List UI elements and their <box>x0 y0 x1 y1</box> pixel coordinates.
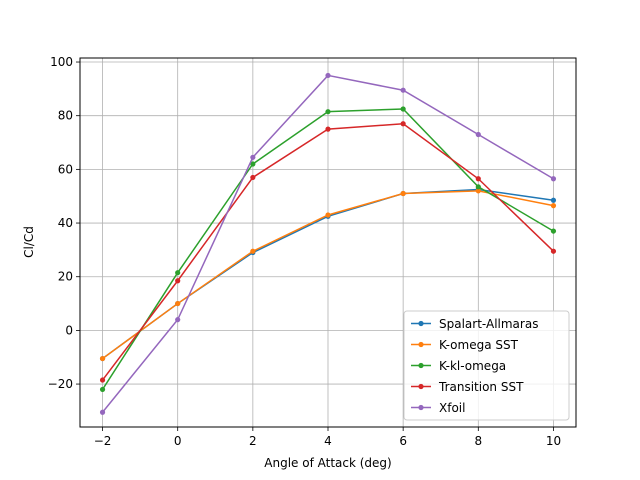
data-point <box>325 109 331 115</box>
data-point <box>325 72 331 79</box>
x-tick-label: 10 <box>546 434 561 448</box>
data-point <box>250 248 256 254</box>
data-point <box>250 154 256 160</box>
legend-entry: Spalart-Allmaras <box>411 317 538 331</box>
x-axis: −2 0 2 4 6 8 10 <box>94 427 561 448</box>
data-point <box>475 131 481 138</box>
x-tick-label: 2 <box>249 434 257 448</box>
data-point <box>475 188 481 194</box>
y-axis: −20 0 20 40 60 80 100 <box>48 55 80 391</box>
data-point <box>550 197 557 203</box>
legend-marker <box>418 404 424 411</box>
legend-marker <box>418 320 424 327</box>
series-transition-sst <box>99 121 557 383</box>
data-point <box>175 278 181 284</box>
legend-entry: K-kl-omega <box>411 359 506 373</box>
legend-label: K-kl-omega <box>439 359 506 373</box>
data-point <box>475 176 481 182</box>
data-point <box>99 386 106 393</box>
data-point <box>325 126 331 132</box>
x-tick-label: 4 <box>324 434 332 448</box>
data-point <box>550 203 557 209</box>
legend-entry: Transition SST <box>411 380 524 394</box>
data-point <box>400 87 406 93</box>
x-axis-label: Angle of Attack (deg) <box>264 456 391 470</box>
data-point <box>550 248 557 254</box>
x-tick-label: 6 <box>399 434 407 448</box>
data-point <box>175 270 181 276</box>
data-point <box>475 184 481 190</box>
grid <box>80 58 576 427</box>
series-k-omega-sst <box>99 188 557 362</box>
legend-label: Xfoil <box>439 401 465 415</box>
data-point <box>99 355 106 362</box>
legend-label: Spalart-Allmaras <box>439 317 538 331</box>
legend-marker <box>418 341 424 348</box>
legend: Spalart-Allmaras K-omega SST K-kl-omega Tra… <box>403 310 570 421</box>
y-tick-label: −20 <box>48 377 73 391</box>
legend-label: Transition SST <box>438 380 524 394</box>
y-axis-label: Cl/Cd <box>22 226 36 258</box>
series-k-kl-omega <box>99 106 557 393</box>
legend-entry: K-omega SST <box>411 338 519 352</box>
data-point <box>400 121 406 127</box>
y-tick-label: 100 <box>50 55 73 69</box>
y-tick-label: 40 <box>58 216 73 230</box>
data-point <box>400 106 406 112</box>
data-point <box>550 228 557 234</box>
data-point <box>325 212 331 218</box>
data-point <box>99 409 106 415</box>
data-point <box>550 176 557 182</box>
x-tick-label: 0 <box>174 434 182 448</box>
series-group <box>99 72 557 415</box>
x-tick-label: 8 <box>474 434 482 448</box>
y-tick-label: 20 <box>58 270 73 284</box>
y-tick-label: 80 <box>58 109 73 123</box>
data-point <box>250 174 256 181</box>
data-point <box>250 161 256 167</box>
legend-marker <box>418 362 424 369</box>
legend-entry: Xfoil <box>411 401 465 415</box>
x-tick-label: −2 <box>94 434 112 448</box>
series-xfoil <box>99 72 557 415</box>
data-point <box>400 190 406 197</box>
y-tick-label: 0 <box>65 323 73 337</box>
legend-marker <box>418 383 424 390</box>
data-point <box>175 300 181 307</box>
legend-label: K-omega SST <box>439 338 519 352</box>
legend-box <box>403 310 570 421</box>
data-point <box>175 317 181 323</box>
y-tick-label: 60 <box>58 162 73 176</box>
data-point <box>99 377 106 383</box>
